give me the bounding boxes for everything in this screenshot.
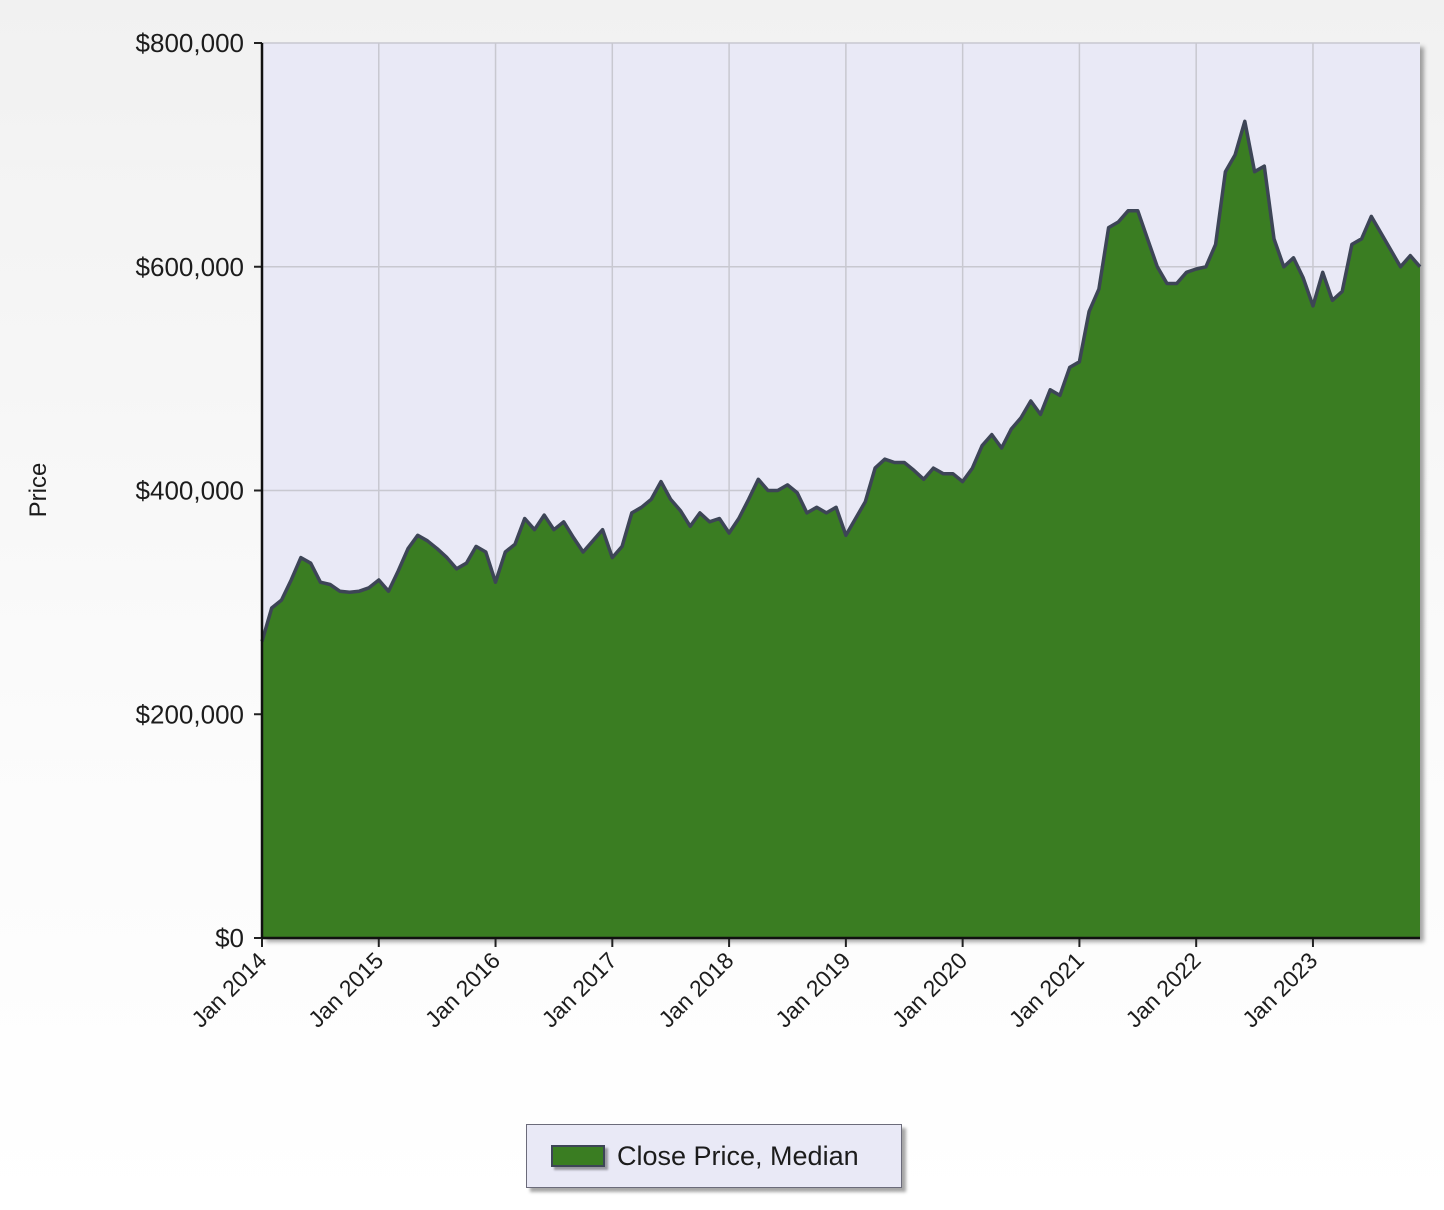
x-tick-label: Jan 2022	[1120, 947, 1205, 1032]
y-axis-label: Price	[25, 463, 52, 518]
series-line	[260, 119, 1422, 642]
y-tick-label: $200,000	[136, 699, 244, 729]
x-tick-label: Jan 2017	[537, 947, 622, 1032]
y-tick-label: $400,000	[136, 476, 244, 506]
x-tick-label: Jan 2016	[420, 947, 505, 1032]
legend-swatch	[551, 1145, 605, 1167]
axes	[254, 42, 1420, 947]
y-tick-label: $800,000	[136, 28, 244, 58]
y-tick-label: $600,000	[136, 252, 244, 282]
x-tick-label: Jan 2014	[186, 947, 271, 1032]
x-tick-labels: Jan 2014 Jan 2015 Jan 2016 Jan 2017 Jan 2018…	[186, 947, 1322, 1032]
series-area	[262, 121, 1420, 939]
x-tick-label: Jan 2015	[303, 947, 388, 1032]
x-tick-label: Jan 2023	[1237, 947, 1322, 1032]
x-tick-label: Jan 2019	[770, 947, 855, 1032]
x-tick-label: Jan 2021	[1004, 947, 1089, 1032]
legend-label: Close Price, Median	[617, 1140, 859, 1171]
y-tick-label: $0	[215, 923, 244, 953]
y-tick-labels: $0 $200,000 $400,000 $600,000 $800,000	[136, 28, 244, 953]
x-tick-label: Jan 2020	[887, 947, 972, 1032]
x-tick-label: Jan 2018	[653, 947, 738, 1032]
legend: Close Price, Median	[526, 1124, 902, 1188]
